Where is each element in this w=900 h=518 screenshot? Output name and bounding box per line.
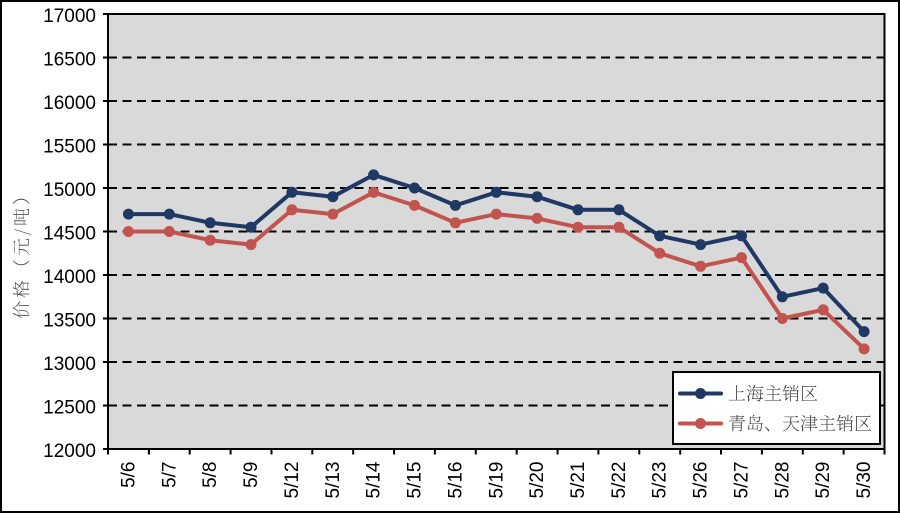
svg-text:5/15: 5/15 — [405, 462, 426, 499]
svg-text:5/27: 5/27 — [732, 462, 753, 499]
svg-text:5/23: 5/23 — [650, 462, 671, 499]
svg-text:5/7: 5/7 — [159, 462, 180, 488]
svg-text:12500: 12500 — [43, 398, 96, 419]
svg-text:16500: 16500 — [43, 50, 96, 71]
svg-text:14500: 14500 — [43, 224, 96, 245]
svg-text:5/8: 5/8 — [200, 462, 221, 488]
svg-text:5/19: 5/19 — [486, 462, 507, 499]
svg-text:5/30: 5/30 — [854, 462, 875, 499]
svg-text:17000: 17000 — [43, 6, 96, 27]
svg-text:5/20: 5/20 — [527, 462, 548, 499]
svg-text:5/26: 5/26 — [691, 462, 712, 499]
svg-text:5/13: 5/13 — [323, 462, 344, 499]
svg-text:13000: 13000 — [43, 354, 96, 375]
svg-text:12000: 12000 — [43, 441, 96, 462]
svg-text:5/14: 5/14 — [364, 461, 385, 498]
svg-text:5/29: 5/29 — [813, 462, 834, 499]
svg-text:15000: 15000 — [43, 180, 96, 201]
svg-text:5/28: 5/28 — [772, 462, 793, 499]
svg-text:5/12: 5/12 — [282, 462, 303, 499]
svg-text:5/9: 5/9 — [241, 462, 262, 488]
svg-text:5/21: 5/21 — [568, 462, 589, 499]
svg-text:5/16: 5/16 — [445, 462, 466, 499]
svg-text:16000: 16000 — [43, 93, 96, 114]
svg-text:13500: 13500 — [43, 311, 96, 332]
svg-text:5/6: 5/6 — [118, 462, 139, 488]
svg-text:5/22: 5/22 — [609, 462, 630, 499]
svg-text:14000: 14000 — [43, 267, 96, 288]
svg-text:15500: 15500 — [43, 137, 96, 158]
